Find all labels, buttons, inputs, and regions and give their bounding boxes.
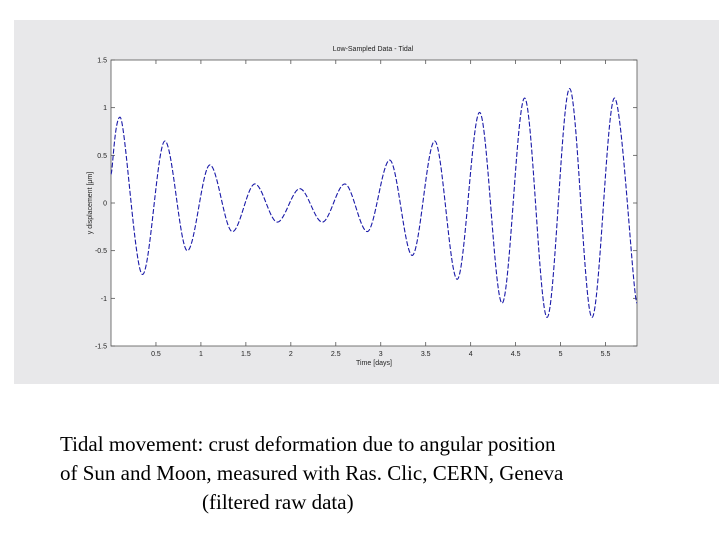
y-tick-label: 0 [103,201,107,208]
x-axis-title: Time [days] [356,360,392,367]
caption-line-1: Tidal movement: crust deformation due to… [60,432,556,456]
y-tick-label: 0.5 [97,153,107,160]
x-tick-label: 2.5 [331,351,341,358]
chart-title: Low-Sampled Data - Tidal [333,46,414,53]
series-line [110,88,638,318]
x-tick-label: 3.5 [421,351,431,358]
x-tick-label: 5.5 [601,351,611,358]
x-tick-label: 4.5 [511,351,521,358]
y-tick-label: -1 [101,296,107,303]
y-axis-ticks: 1.5 1 0.5 0 -0.5 -1 -1.5 [95,58,637,351]
chart-svg: Low-Sampled Data - Tidal 1.5 1 0.5 0 -0.5 -1 -… [87,46,638,367]
y-axis-title: y displacement [μm] [87,172,94,234]
y-tick-label: -1.5 [95,344,107,351]
plot-area [110,59,638,347]
y-tick-label: 1 [103,105,107,112]
x-tick-label: 1.5 [241,351,251,358]
x-tick-label: 0.5 [151,351,161,358]
y-tick-label: 1.5 [97,58,107,65]
x-axis-ticks: 0.5 1 1.5 2 2.5 3 3.5 4 4.5 5 5.5 [151,60,611,358]
figure-caption: Tidal movement: crust deformation due to… [60,430,660,517]
x-tick-label: 4 [469,351,473,358]
series-layer [110,88,638,318]
x-tick-label: 1 [199,351,203,358]
x-tick-label: 2 [289,351,293,358]
x-tick-label: 3 [379,351,383,358]
caption-line-2: of Sun and Moon, measured with Ras. Clic… [60,461,564,485]
chart-figure: Low-Sampled Data - Tidal 1.5 1 0.5 0 -0.5 -1 -… [14,20,719,384]
x-tick-label: 5 [559,351,563,358]
caption-line-3: (filtered raw data) [202,490,354,514]
y-tick-label: -0.5 [95,248,107,255]
